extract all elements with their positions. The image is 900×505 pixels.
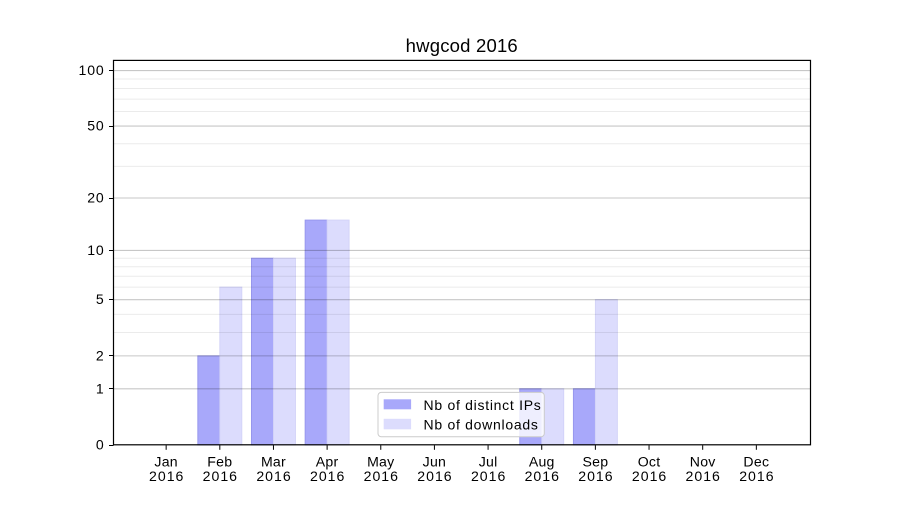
svg-text:Apr: Apr (316, 453, 339, 469)
svg-text:Jul: Jul (479, 453, 498, 469)
svg-text:Jun: Jun (423, 453, 446, 469)
svg-text:2: 2 (96, 347, 105, 363)
svg-text:2016: 2016 (578, 468, 613, 484)
svg-text:1: 1 (96, 380, 105, 396)
svg-text:2016: 2016 (203, 468, 238, 484)
svg-text:Sep: Sep (582, 453, 608, 469)
svg-text:2016: 2016 (364, 468, 399, 484)
svg-text:2016: 2016 (149, 468, 184, 484)
svg-text:2016: 2016 (417, 468, 452, 484)
svg-text:Dec: Dec (743, 453, 769, 469)
svg-text:Feb: Feb (207, 453, 232, 469)
svg-text:Mar: Mar (261, 453, 286, 469)
svg-text:2016: 2016 (471, 468, 506, 484)
svg-text:Aug: Aug (529, 453, 555, 469)
svg-text:Nb of downloads: Nb of downloads (424, 416, 539, 432)
svg-text:2016: 2016 (686, 468, 721, 484)
svg-text:Nb of distinct IPs: Nb of distinct IPs (424, 397, 542, 413)
svg-text:20: 20 (87, 190, 104, 206)
svg-text:Jan: Jan (154, 453, 177, 469)
svg-text:2016: 2016 (256, 468, 291, 484)
svg-text:2016: 2016 (310, 468, 345, 484)
svg-text:0: 0 (96, 437, 105, 453)
svg-text:hwgcod 2016: hwgcod 2016 (406, 35, 518, 56)
svg-text:5: 5 (96, 291, 105, 307)
svg-text:Nov: Nov (690, 453, 716, 469)
svg-text:100: 100 (79, 62, 105, 78)
svg-text:2016: 2016 (739, 468, 774, 484)
svg-text:50: 50 (87, 118, 104, 134)
svg-text:10: 10 (87, 242, 104, 258)
svg-text:May: May (367, 453, 395, 469)
svg-text:2016: 2016 (525, 468, 560, 484)
svg-text:Oct: Oct (638, 453, 661, 469)
svg-text:2016: 2016 (632, 468, 667, 484)
